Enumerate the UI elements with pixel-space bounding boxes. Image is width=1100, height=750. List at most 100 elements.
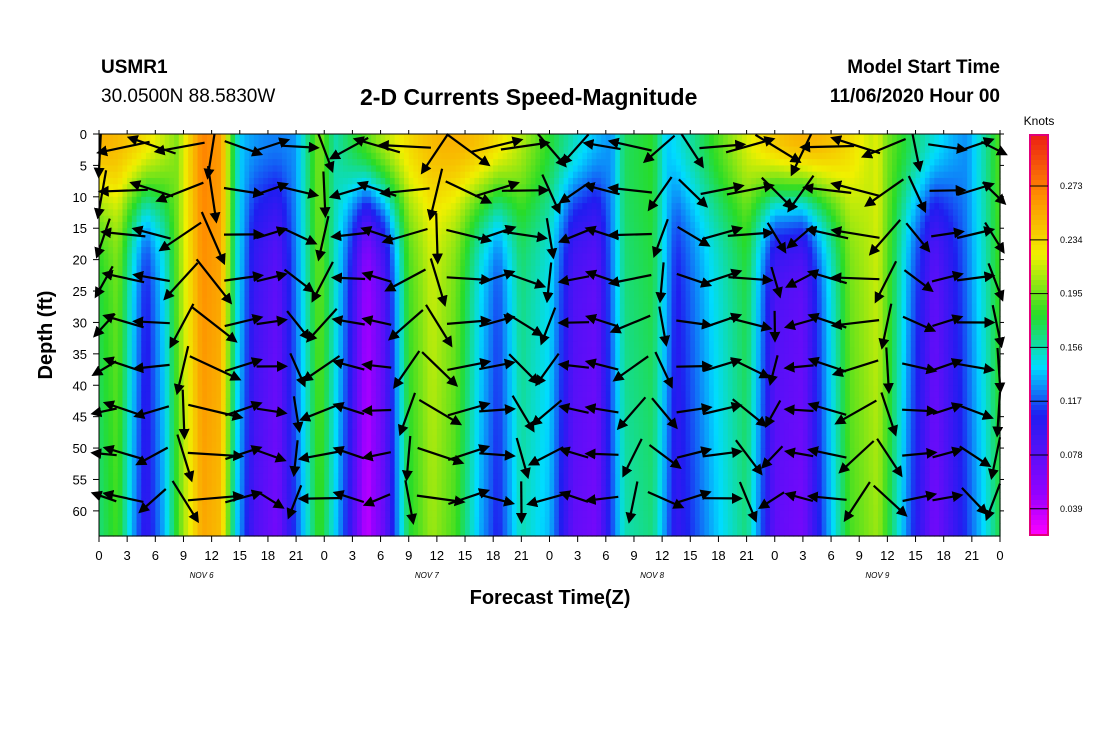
heat-cell	[413, 498, 419, 506]
heat-cell	[103, 177, 109, 185]
heat-cell	[291, 221, 297, 229]
heat-cell	[328, 397, 335, 405]
heat-cell	[343, 454, 349, 462]
heat-cell	[432, 523, 438, 531]
heat-cell	[164, 278, 170, 286]
heat-cell	[357, 253, 363, 261]
heat-cell	[267, 523, 274, 531]
heat-cell	[427, 523, 433, 531]
heat-cell	[352, 322, 358, 330]
heat-cell	[375, 385, 382, 393]
heat-cell	[408, 473, 415, 481]
heat-cell	[136, 253, 142, 261]
heat-cell	[408, 259, 415, 267]
heat-cell	[361, 240, 368, 248]
heat-cell	[450, 335, 457, 342]
heat-cell	[300, 140, 307, 148]
heat-cell	[145, 372, 152, 380]
heat-cell	[122, 196, 128, 204]
heat-cell	[296, 184, 302, 192]
heat-cell	[249, 140, 255, 148]
heat-cell	[155, 479, 161, 487]
heat-cell	[408, 209, 415, 217]
heat-cell	[441, 366, 447, 374]
heat-cell	[145, 177, 152, 185]
heat-cell	[155, 215, 161, 223]
heat-cell	[188, 517, 194, 525]
heat-cell	[413, 297, 419, 305]
heat-cell	[282, 341, 288, 349]
heat-cell	[460, 184, 466, 192]
heat-cell	[305, 265, 311, 273]
heat-cell	[164, 492, 170, 499]
heat-cell	[361, 492, 368, 499]
heat-cell	[300, 240, 307, 248]
heat-cell	[291, 385, 297, 393]
heat-cell	[122, 303, 128, 311]
heat-cell	[422, 372, 429, 380]
heat-cell	[282, 460, 288, 468]
heat-cell	[122, 492, 128, 499]
heat-cell	[361, 165, 368, 173]
heat-cell	[446, 448, 452, 455]
heat-cell	[450, 159, 457, 167]
heat-cell	[432, 177, 438, 185]
heat-cell	[145, 397, 152, 405]
heat-cell	[164, 429, 170, 437]
heat-cell	[202, 152, 208, 160]
heat-cell	[418, 240, 424, 248]
heat-cell	[235, 284, 241, 292]
heat-cell	[206, 335, 213, 342]
heat-cell	[357, 397, 363, 405]
heat-cell	[277, 190, 283, 198]
heat-cell	[192, 184, 199, 192]
heat-cell	[371, 435, 377, 443]
heat-cell	[418, 479, 424, 487]
heat-cell	[267, 429, 274, 437]
heat-cell	[216, 448, 222, 455]
heat-cell	[371, 146, 377, 154]
heat-cell	[282, 303, 288, 311]
heat-cell	[150, 221, 156, 229]
heat-cell	[122, 146, 128, 154]
heat-cell	[418, 291, 424, 298]
heat-cell	[460, 140, 466, 148]
heat-cell	[427, 517, 433, 525]
heat-cell	[131, 510, 138, 518]
heat-cell	[244, 504, 250, 512]
heat-cell	[244, 265, 250, 273]
heat-cell	[404, 177, 410, 185]
heat-cell	[300, 297, 307, 305]
heat-cell	[272, 517, 278, 525]
heat-cell	[375, 397, 382, 405]
heat-cell	[131, 328, 138, 336]
heat-cell	[305, 171, 311, 179]
heat-cell	[375, 347, 382, 355]
heat-cell	[432, 190, 438, 198]
heat-cell	[385, 517, 391, 525]
heat-cell	[361, 441, 368, 449]
heat-cell	[450, 221, 457, 229]
heat-cell	[136, 303, 142, 311]
heat-cell	[188, 404, 194, 411]
heat-cell	[441, 429, 447, 437]
heat-cell	[357, 448, 363, 455]
heat-cell	[441, 529, 447, 537]
heat-cell	[164, 228, 170, 236]
heat-cell	[277, 429, 283, 437]
heat-cell	[375, 504, 382, 512]
heat-cell	[117, 441, 124, 449]
heat-cell	[333, 473, 339, 481]
heat-cell	[357, 221, 363, 229]
heat-cell	[230, 422, 236, 430]
heat-cell	[249, 215, 255, 223]
heat-cell	[197, 316, 203, 324]
heat-cell	[235, 404, 241, 411]
heat-cell	[385, 498, 391, 506]
heat-cell	[375, 190, 382, 198]
heat-cell	[371, 335, 377, 342]
heat-cell	[432, 492, 438, 499]
heat-cell	[389, 171, 396, 179]
heat-cell	[216, 422, 222, 430]
heat-cell	[127, 517, 133, 525]
